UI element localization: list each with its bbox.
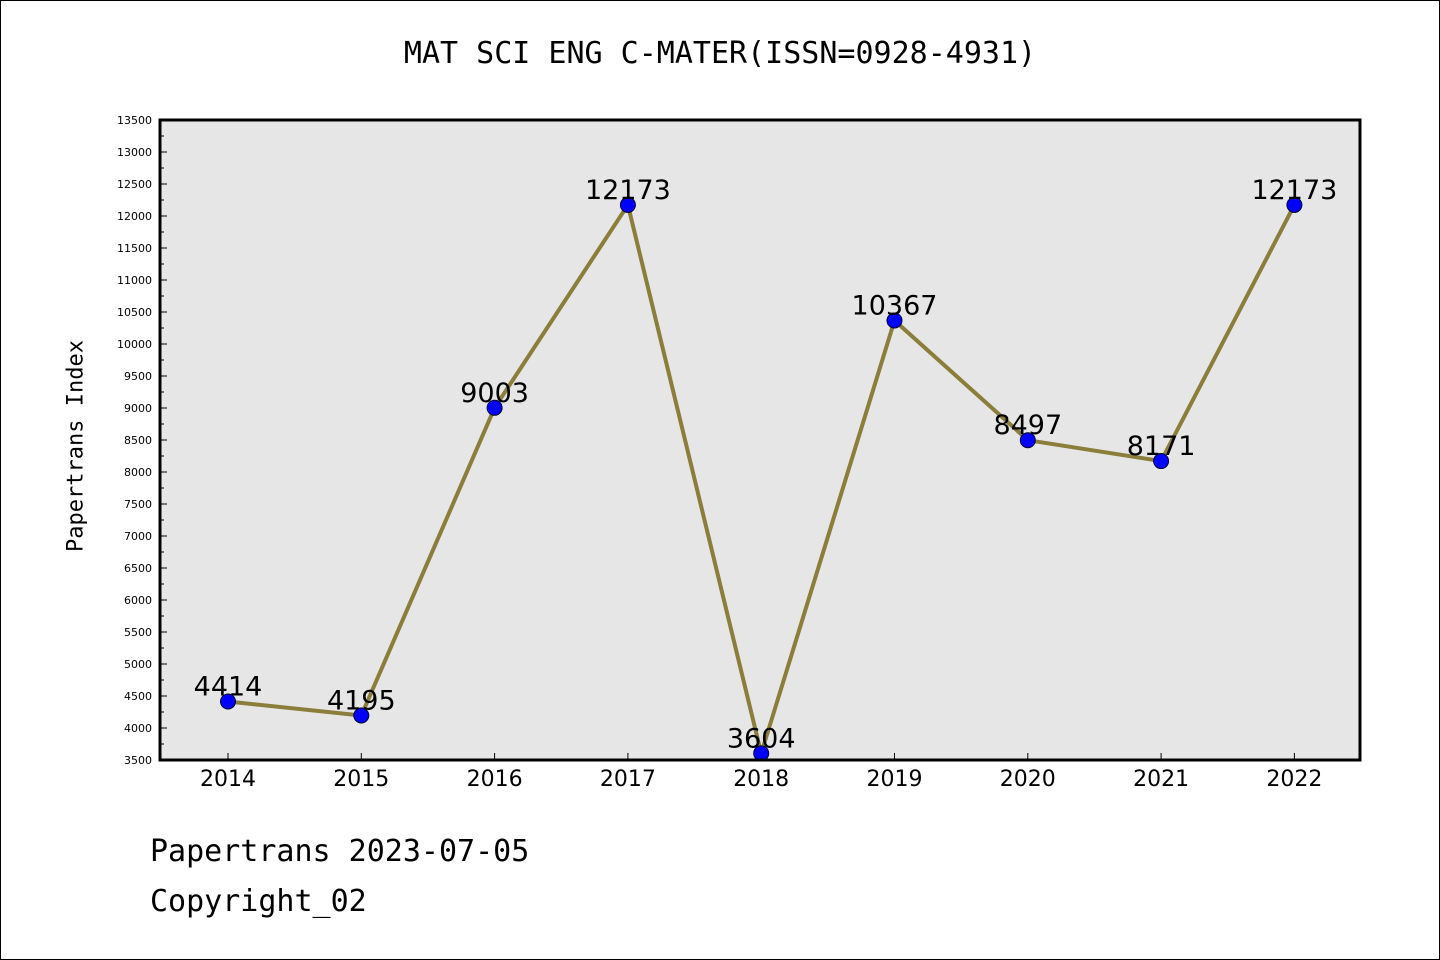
data-label: 4195 — [327, 686, 396, 717]
y-tick-label: 8000 — [124, 466, 152, 479]
y-axis: 3500 4000 4500 5000 5500 6000 6500 7000 7500 8000… — [117, 114, 167, 767]
data-point — [1019, 432, 1036, 449]
y-tick-label: 5000 — [124, 658, 152, 671]
y-tick-label: 4000 — [124, 722, 152, 735]
data-point — [1153, 453, 1170, 470]
x-axis: 2014 2015 2016 2017 2018 2019 2020 2021 2022 — [200, 753, 1322, 792]
data-label: 8497 — [993, 410, 1062, 441]
data-label: 8171 — [1127, 431, 1196, 462]
data-point — [220, 693, 236, 710]
y-tick-label: 10500 — [117, 306, 152, 319]
y-tick-label: 9500 — [124, 370, 152, 383]
y-tick-label: 3500 — [124, 754, 152, 767]
y-tick-label: 8500 — [124, 434, 152, 447]
data-labels: 4414 4195 9003 12173 3604 10367 8497 8171 12173 — [194, 175, 1338, 754]
data-label: 12173 — [1251, 175, 1337, 206]
data-point — [353, 707, 370, 724]
x-tick-label: 2018 — [733, 767, 789, 792]
x-tick-label: 2022 — [1266, 767, 1322, 792]
data-label: 4414 — [194, 672, 263, 703]
y-tick-label: 11500 — [117, 242, 152, 255]
data-label: 9003 — [460, 378, 529, 409]
y-tick-label: 13500 — [117, 114, 152, 127]
plot-border — [158, 118, 1362, 762]
data-label: 12173 — [585, 175, 671, 206]
y-tick-label: 7000 — [124, 530, 152, 543]
footer-date: Papertrans 2023-07-05 — [150, 834, 530, 869]
x-tick-label: 2016 — [467, 767, 523, 792]
footer-copyright: Copyright_02 — [150, 884, 367, 919]
y-tick-label: 6000 — [124, 594, 152, 607]
y-tick-label: 9000 — [124, 402, 152, 415]
y-tick-label: 10000 — [117, 338, 152, 351]
y-tick-label: 7500 — [124, 498, 152, 511]
data-point — [1286, 196, 1303, 213]
y-tick-label: 4500 — [124, 690, 152, 703]
data-points — [220, 196, 1303, 762]
data-point — [886, 312, 903, 329]
y-tick-label: 12500 — [117, 178, 152, 191]
data-point — [619, 196, 636, 213]
x-tick-label: 2019 — [867, 767, 923, 792]
y-tick-label: 6500 — [124, 562, 152, 575]
x-tick-label: 2021 — [1133, 767, 1189, 792]
x-tick-label: 2017 — [600, 767, 656, 792]
x-tick-label: 2014 — [200, 767, 256, 792]
data-label: 10367 — [852, 291, 938, 322]
x-tick-label: 2015 — [333, 767, 389, 792]
data-label: 3604 — [727, 723, 796, 754]
x-tick-label: 2020 — [1000, 767, 1056, 792]
chart-title: MAT SCI ENG C-MATER(ISSN=0928-4931) — [403, 36, 1037, 71]
y-tick-label: 5500 — [124, 626, 152, 639]
plot-area — [160, 120, 1360, 760]
y-tick-label: 12000 — [117, 210, 152, 223]
y-tick-label: 11000 — [117, 274, 152, 287]
data-point — [486, 399, 503, 416]
y-tick-label: 13000 — [117, 146, 152, 159]
